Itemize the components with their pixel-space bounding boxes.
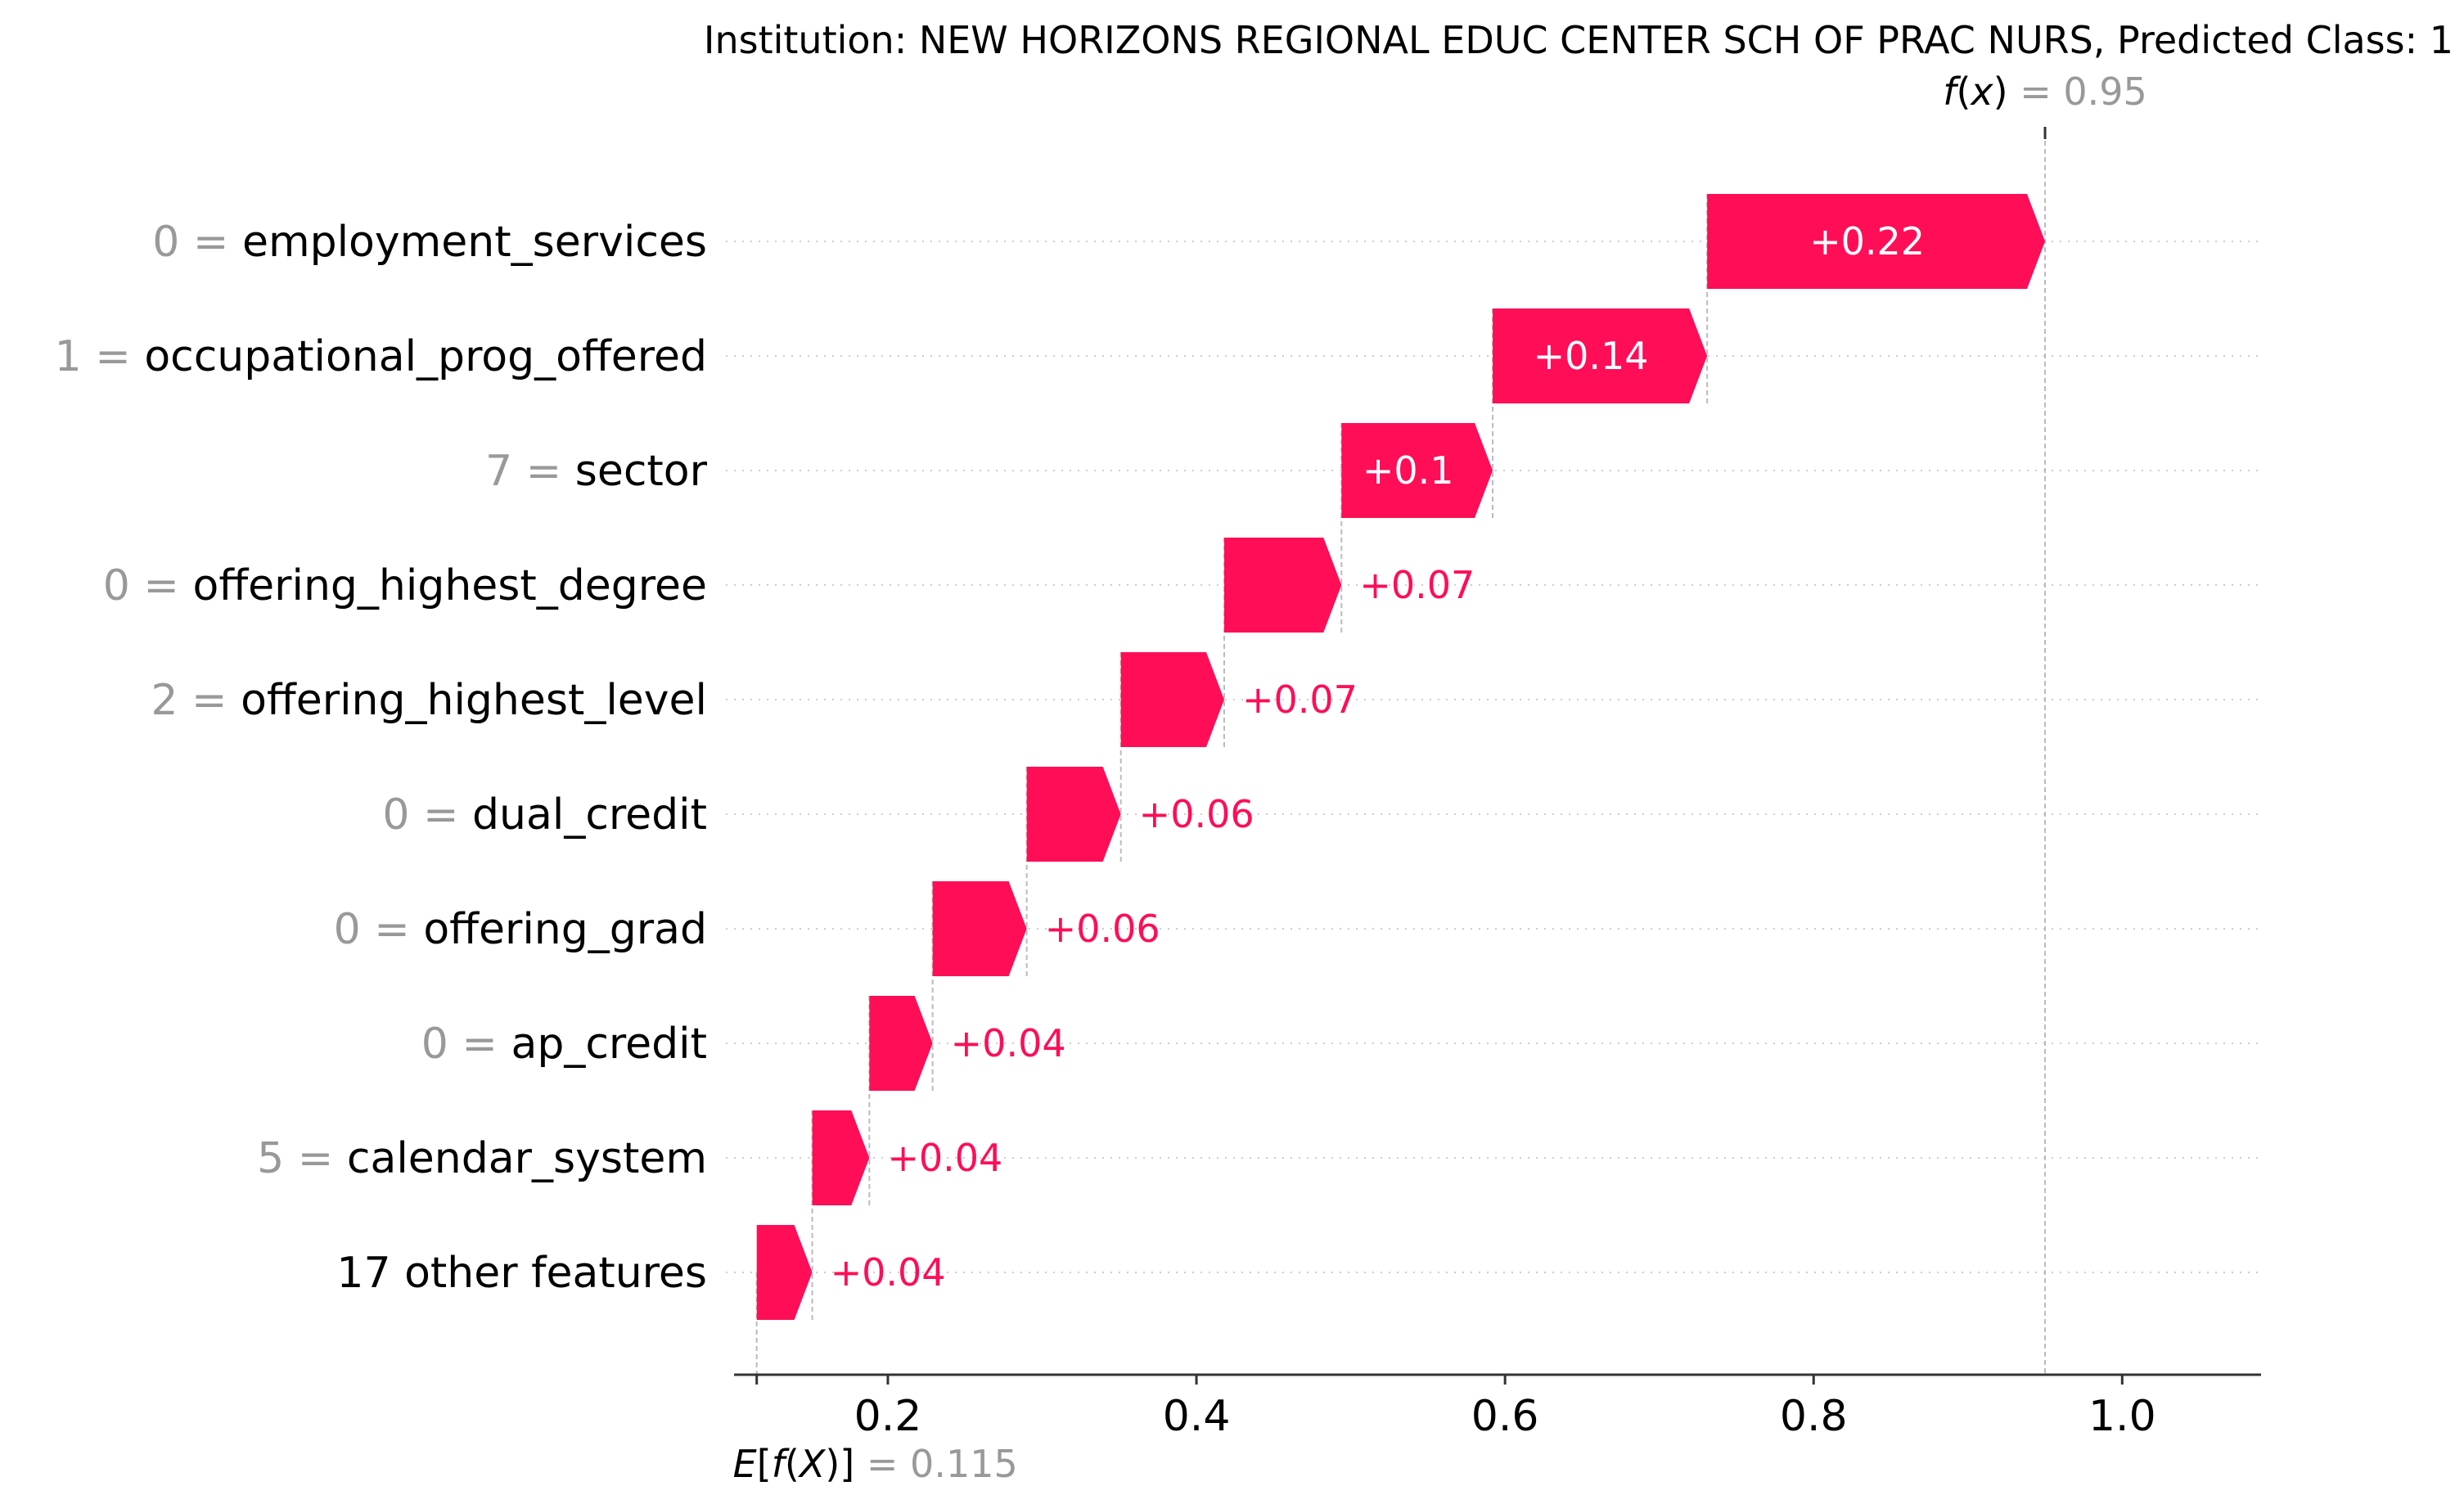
feature-name: occupational_prog_offered (144, 332, 707, 381)
bar-17-other-features (756, 1225, 813, 1320)
feature-name: dual_credit (472, 790, 707, 840)
bar-value-label: +0.04 (951, 1021, 1066, 1065)
bar-employment_services (1707, 194, 2046, 289)
feature-name: offering_grad (423, 905, 707, 954)
annotation-layer: f(x) = 0.95 E[f(X)] = 0.115 (733, 70, 2147, 1486)
bar-layer (756, 194, 2046, 1320)
efx-label-paren: )] (825, 1442, 854, 1486)
bar-sector (1341, 423, 1493, 518)
bar-value-label: +0.22 (1809, 219, 1925, 263)
feature-value: 0 = (334, 905, 424, 954)
feature-label: 0 = ap_credit (421, 1020, 707, 1069)
fx-value: = 0.95 (2008, 70, 2147, 114)
feature-label: 2 = offering_highest_level (151, 676, 707, 725)
bar-offering_grad (932, 881, 1027, 976)
feature-label: 17 other features (336, 1249, 707, 1298)
feature-label: 1 = occupational_prog_offered (55, 332, 707, 381)
bar-value-label: +0.06 (1139, 792, 1255, 836)
feature-name: ap_credit (511, 1020, 707, 1069)
x-tick-label: 0.8 (1780, 1392, 1848, 1441)
x-tick-label: 0.2 (854, 1392, 922, 1441)
x-tick-label: 0.6 (1471, 1392, 1539, 1441)
connector-layer (755, 133, 2047, 1375)
feature-value: 0 = (382, 790, 472, 840)
feature-name: calendar_system (347, 1134, 707, 1183)
bar-offering_highest_degree (1223, 538, 1342, 633)
feature-value: 7 = (485, 447, 575, 496)
feature-value: 0 = (421, 1020, 511, 1069)
feature-label: 0 = employment_services (152, 218, 707, 267)
x-tick-label: 1.0 (2088, 1392, 2156, 1441)
feature-label: 7 = sector (485, 447, 708, 496)
x-axis: 0.2 0.4 0.6 0.8 1.0 (734, 1373, 2261, 1441)
bar-value-label: +0.1 (1363, 448, 1454, 493)
feature-label: 0 = dual_credit (382, 790, 707, 840)
bar-value-label: +0.07 (1242, 678, 1358, 722)
bar-value-label: +0.14 (1534, 334, 1649, 378)
feature-value: 1 = (55, 332, 145, 381)
x-tick-label: 0.4 (1163, 1392, 1231, 1441)
feature-name: employment_services (242, 218, 707, 267)
feature-name: offering_highest_level (241, 676, 707, 725)
fx-label-arg: x (1969, 70, 1993, 114)
feature-label: 5 = calendar_system (257, 1134, 707, 1183)
efx-label-fn: E (733, 1442, 757, 1486)
bar-value-label: +0.07 (1359, 563, 1475, 607)
fx-label-paren: ( (1956, 70, 1971, 114)
bar-dual_credit (1026, 767, 1121, 862)
bar-value-label: +0.06 (1045, 907, 1160, 951)
feature-name: offering_highest_degree (193, 561, 708, 610)
feature-value: 0 = (103, 561, 193, 610)
efx-label-arg: X (798, 1442, 827, 1486)
bar-offering_highest_level (1120, 652, 1224, 747)
feature-label-layer: +0.22 0 = employment_services +0.14 1 = occ… (55, 218, 1925, 1298)
efx-value: = 0.115 (854, 1442, 1017, 1486)
feature-value: 5 = (257, 1134, 347, 1183)
bar-occupational_prog_offered (1493, 308, 1708, 403)
bar-value-label: +0.04 (831, 1250, 946, 1295)
feature-label: 0 = offering_highest_degree (103, 561, 707, 610)
feature-name: 17 other features (336, 1249, 707, 1298)
efx-label-paren: ( (785, 1442, 800, 1486)
efx-annotation: E[f(X)] = 0.115 (733, 1442, 1018, 1486)
feature-value: 0 = (152, 218, 242, 267)
chart-title: Institution: NEW HORIZONS REGIONAL EDUC … (704, 18, 2453, 62)
feature-name: sector (575, 447, 708, 496)
feature-value: 2 = (151, 676, 241, 725)
fx-label-paren: ) (1993, 70, 2008, 114)
bar-value-label: +0.04 (887, 1136, 1002, 1180)
bar-calendar_system (812, 1110, 870, 1205)
efx-label-bracket: [ (757, 1442, 772, 1486)
feature-label: 0 = offering_grad (334, 905, 707, 954)
bar-ap_credit (869, 996, 933, 1091)
fx-annotation: f(x) = 0.95 (1943, 70, 2147, 114)
